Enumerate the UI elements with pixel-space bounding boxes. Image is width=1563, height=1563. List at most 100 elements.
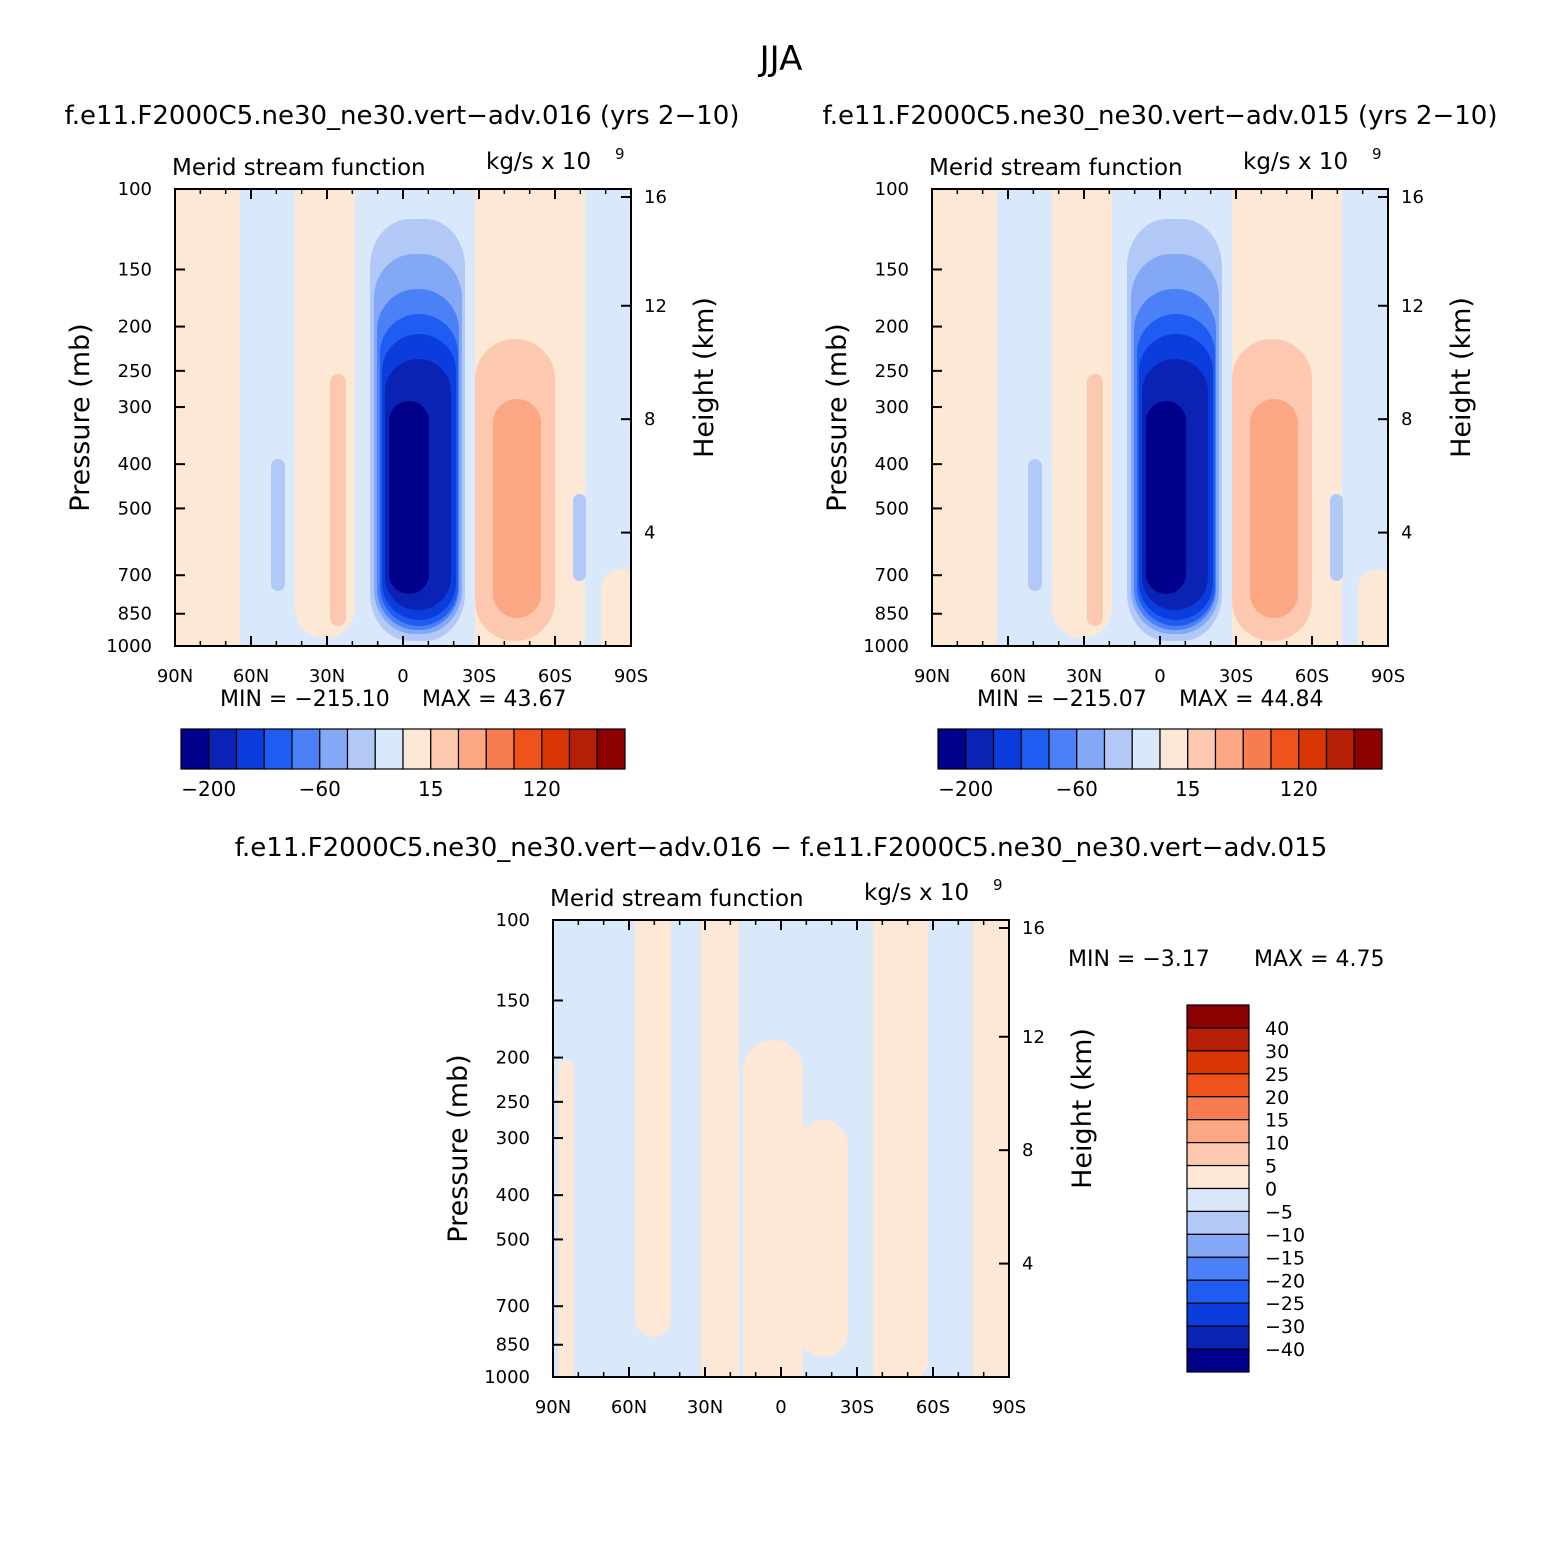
field-streak-negative-north <box>1028 459 1042 591</box>
min-value-label: MIN = −3.17 <box>1068 947 1210 972</box>
y-tick-label: 100 <box>875 179 909 200</box>
x-tick-label: 90N <box>157 666 193 687</box>
x-tick-label: 30N <box>687 1397 723 1418</box>
x-tick-label: 60N <box>611 1397 647 1418</box>
colorbar-label: 40 <box>1265 1018 1289 1040</box>
colorbar-label: −40 <box>1265 1339 1305 1361</box>
field-band-diff-3 <box>798 1120 848 1357</box>
y-tick-label: 250 <box>496 1092 530 1113</box>
colorbar-swatch <box>937 728 967 770</box>
x-tick-label: 60S <box>1295 666 1329 687</box>
y-tick-label: 500 <box>875 498 909 519</box>
y2-tick-label: 8 <box>1401 409 1412 430</box>
field-band-antarctic-positive <box>601 569 631 646</box>
colorbar-swatch <box>1242 728 1272 770</box>
colorbar-label: −5 <box>1265 1201 1293 1223</box>
x-tick-label: 60N <box>990 666 1026 687</box>
x-tick-label: 90N <box>535 1397 571 1418</box>
x-tick-label: 0 <box>775 1397 786 1418</box>
max-value-label: MAX = 44.84 <box>1179 687 1324 712</box>
colorbar-label: −25 <box>1265 1293 1305 1315</box>
colorbar-label: 30 <box>1265 1041 1289 1063</box>
colorbar-swatch <box>992 728 1022 770</box>
colorbar-swatch <box>457 728 487 770</box>
y2-axis-label: Height (km) <box>689 297 720 458</box>
field-streak-negative-north <box>271 459 285 591</box>
units-exponent: 9 <box>993 876 1003 894</box>
panel-2: f.e11.F2000C5.ne30_ne30.vert−adv.015 (yr… <box>822 101 1497 801</box>
units-label: kg/s x 10 <box>1243 149 1348 175</box>
y-tick-label: 300 <box>875 397 909 418</box>
figure-title: JJA <box>758 39 803 79</box>
colorbar-swatch <box>1186 1279 1250 1304</box>
x-tick-label: 30S <box>1219 666 1253 687</box>
colorbar-swatch <box>235 728 265 770</box>
colorbar-swatch <box>1186 1348 1250 1373</box>
y-tick-label: 850 <box>118 604 152 625</box>
x-tick-label: 0 <box>397 666 408 687</box>
y-tick-label: 200 <box>118 317 152 338</box>
panel-title: f.e11.F2000C5.ne30_ne30.vert−adv.016 (yr… <box>65 101 740 131</box>
x-tick-label: 60S <box>538 666 572 687</box>
x-tick-label: 90N <box>914 666 950 687</box>
colorbar-swatch <box>1186 1256 1250 1281</box>
colorbar-label: 20 <box>1265 1087 1289 1109</box>
y2-tick-label: 12 <box>1401 296 1424 317</box>
colorbar-swatch <box>1048 728 1078 770</box>
colorbar-swatch <box>1353 728 1383 770</box>
colorbar-swatch <box>1076 728 1106 770</box>
x-tick-label: 90S <box>992 1397 1026 1418</box>
y-tick-label: 700 <box>875 565 909 586</box>
colorbar-swatch <box>1270 728 1300 770</box>
colorbar-swatch <box>1214 728 1244 770</box>
colorbar-swatch <box>1186 1302 1250 1327</box>
field-band-diff-7 <box>973 920 1008 1377</box>
y-tick-label: 1000 <box>863 636 909 657</box>
x-tick-label: 90S <box>1371 666 1405 687</box>
y2-tick-label: 4 <box>1022 1254 1033 1275</box>
y-tick-label: 850 <box>875 604 909 625</box>
colorbar-swatch <box>1186 1142 1250 1167</box>
field-cell-negative-6 <box>389 401 429 594</box>
colorbar-label: 10 <box>1265 1133 1289 1155</box>
panels-group: f.e11.F2000C5.ne30_ne30.vert−adv.016 (yr… <box>65 101 1498 1418</box>
field-band-diff-2 <box>743 1040 803 1377</box>
y-tick-label: 1000 <box>484 1367 530 1388</box>
colorbar-swatch <box>1103 728 1133 770</box>
field-band-diff-0 <box>635 920 671 1337</box>
colorbar-swatch <box>1186 1050 1250 1075</box>
colorbar-swatch <box>1186 1187 1250 1213</box>
y-tick-label: 150 <box>118 259 152 280</box>
y2-axis-label: Height (km) <box>1067 1028 1098 1189</box>
colorbar-label: 25 <box>1265 1064 1289 1086</box>
colorbar: −200 −60 15 120 <box>937 728 1383 801</box>
field-layer <box>932 189 1388 646</box>
colorbar-label: −60 <box>1056 777 1098 801</box>
field-streak-negative-south <box>573 494 586 581</box>
x-tick-label: 30N <box>1066 666 1102 687</box>
units-exponent: 9 <box>1372 145 1382 163</box>
field-band-north-positive <box>932 189 997 646</box>
colorbar-swatch <box>1186 1164 1250 1190</box>
y2-tick-label: 4 <box>1401 523 1412 544</box>
colorbar-swatch <box>1186 1210 1250 1235</box>
colorbar-label: −15 <box>1265 1247 1305 1269</box>
y-tick-label: 200 <box>875 317 909 338</box>
y2-tick-label: 12 <box>644 296 667 317</box>
field-cell-negative-6 <box>1146 401 1186 594</box>
field-streak-negative-south <box>1330 494 1343 581</box>
colorbar-swatch <box>1187 728 1217 770</box>
colorbar-label: −200 <box>181 777 236 801</box>
colorbar-swatch <box>1186 1325 1250 1350</box>
x-tick-label: 30N <box>309 666 345 687</box>
colorbar-swatch <box>1186 1096 1250 1121</box>
colorbar-label: 15 <box>418 777 443 801</box>
colorbar-swatch <box>180 728 210 770</box>
field-band-antarctic-positive <box>1358 569 1388 646</box>
y-tick-label: 300 <box>118 397 152 418</box>
field-layer <box>553 920 1009 1377</box>
colorbar-swatch <box>430 728 460 770</box>
y-tick-label: 700 <box>118 565 152 586</box>
panel-title: f.e11.F2000C5.ne30_ne30.vert−adv.015 (yr… <box>823 101 1498 131</box>
